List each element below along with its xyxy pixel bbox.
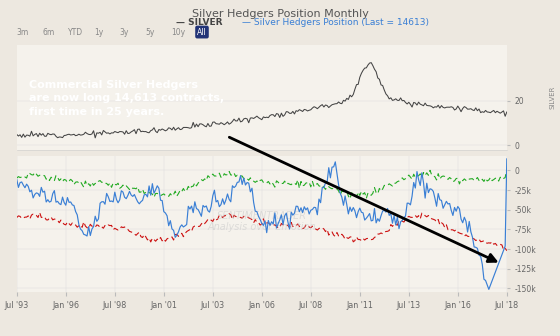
Text: 10y: 10y bbox=[171, 28, 185, 37]
Text: — SILVER: — SILVER bbox=[175, 18, 222, 28]
Text: All: All bbox=[197, 28, 207, 37]
Text: Silver Hedgers Position Monthly: Silver Hedgers Position Monthly bbox=[192, 9, 368, 19]
Text: YTD: YTD bbox=[68, 28, 83, 37]
Text: SENTIMENTRADER
Analysis over Emotion: SENTIMENTRADER Analysis over Emotion bbox=[208, 211, 316, 233]
Y-axis label: SILVER: SILVER bbox=[549, 86, 555, 109]
Text: 5y: 5y bbox=[146, 28, 155, 37]
Text: — Silver Hedgers Position (Last = 14613): — Silver Hedgers Position (Last = 14613) bbox=[242, 18, 430, 28]
Text: 3m: 3m bbox=[17, 28, 29, 37]
Text: 1y: 1y bbox=[94, 28, 104, 37]
Text: 3y: 3y bbox=[120, 28, 129, 37]
Text: Commercial Silver Hedgers
are now long 14,613 contracts,
first time in 25 years.: Commercial Silver Hedgers are now long 1… bbox=[29, 80, 225, 117]
Text: 6m: 6m bbox=[43, 28, 55, 37]
